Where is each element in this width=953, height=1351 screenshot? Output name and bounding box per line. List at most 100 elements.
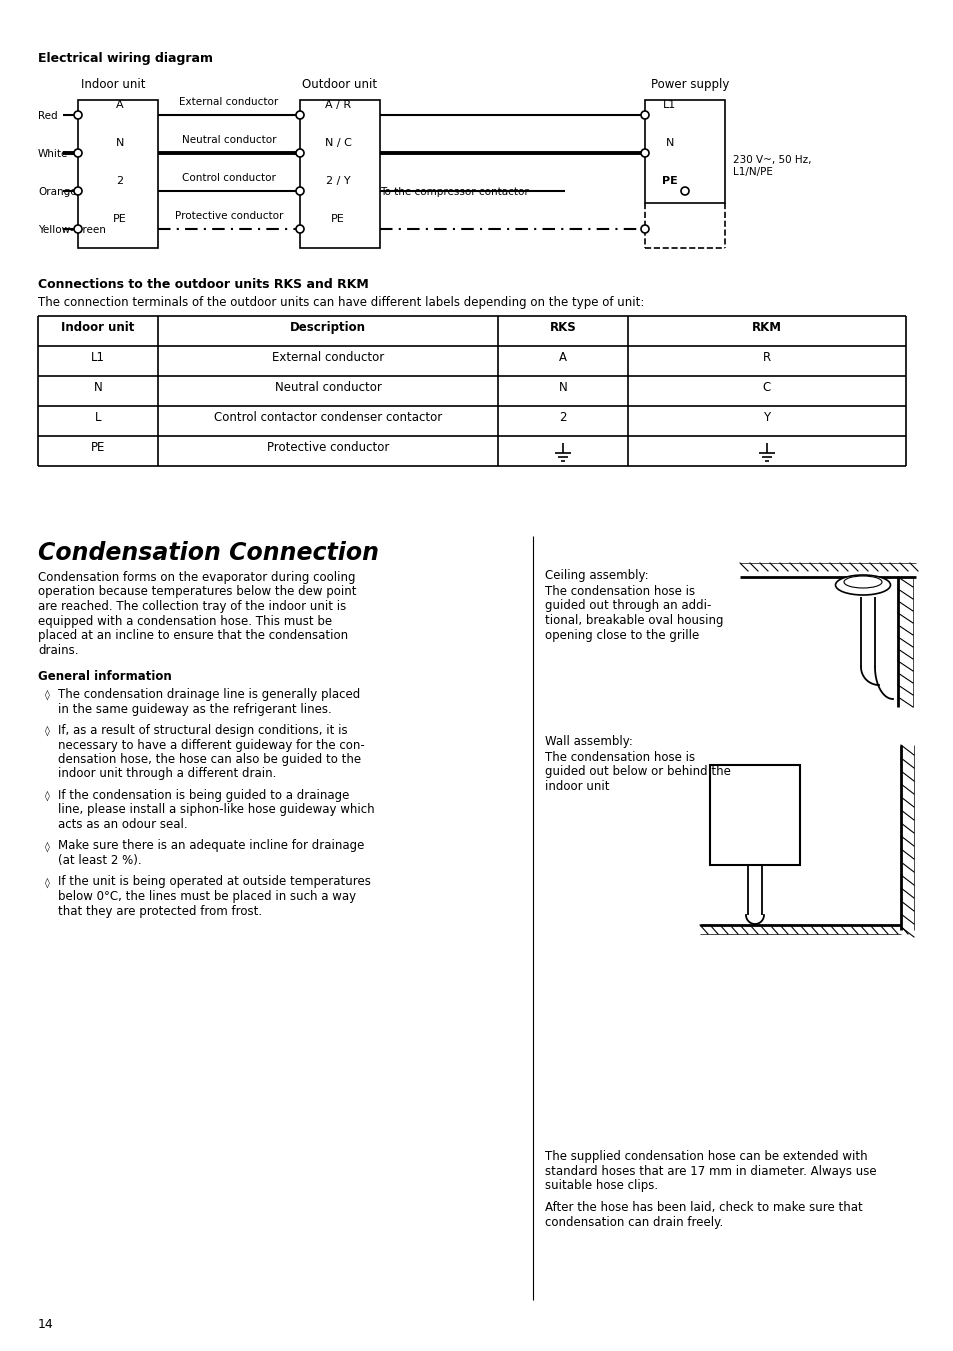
Text: 2: 2 bbox=[558, 411, 566, 424]
Text: Indoor unit: Indoor unit bbox=[81, 78, 145, 91]
Circle shape bbox=[74, 149, 82, 157]
Text: ◊: ◊ bbox=[45, 878, 50, 888]
Text: PE: PE bbox=[661, 176, 678, 186]
Bar bbox=[709, 765, 800, 865]
Bar bbox=[644, 100, 724, 203]
Text: L1: L1 bbox=[662, 100, 676, 109]
Circle shape bbox=[295, 226, 304, 232]
Text: Connections to the outdoor units RKS and RKM: Connections to the outdoor units RKS and… bbox=[38, 278, 369, 290]
Text: are reached. The collection tray of the indoor unit is: are reached. The collection tray of the … bbox=[38, 600, 346, 613]
Text: L: L bbox=[94, 411, 101, 424]
Circle shape bbox=[295, 111, 304, 119]
Text: Make sure there is an adequate incline for drainage: Make sure there is an adequate incline f… bbox=[58, 839, 364, 852]
Text: Neutral conductor: Neutral conductor bbox=[182, 135, 276, 145]
Text: R: R bbox=[762, 351, 770, 363]
Text: necessary to have a different guideway for the con-: necessary to have a different guideway f… bbox=[58, 739, 364, 751]
Text: N: N bbox=[93, 381, 102, 394]
Text: standard hoses that are 17 mm in diameter. Always use: standard hoses that are 17 mm in diamete… bbox=[544, 1165, 876, 1178]
Text: External conductor: External conductor bbox=[179, 97, 278, 107]
Text: Ceiling assembly:: Ceiling assembly: bbox=[544, 569, 648, 582]
Text: Indoor unit: Indoor unit bbox=[61, 322, 134, 334]
Text: Control contactor condenser contactor: Control contactor condenser contactor bbox=[213, 411, 441, 424]
Text: suitable hose clips.: suitable hose clips. bbox=[544, 1179, 658, 1192]
Text: 14: 14 bbox=[38, 1319, 53, 1331]
Text: The supplied condensation hose can be extended with: The supplied condensation hose can be ex… bbox=[544, 1150, 866, 1163]
Ellipse shape bbox=[835, 576, 889, 594]
Text: acts as an odour seal.: acts as an odour seal. bbox=[58, 817, 188, 831]
Text: N: N bbox=[115, 138, 124, 149]
Text: Yellow-Green: Yellow-Green bbox=[38, 226, 106, 235]
Text: Control conductor: Control conductor bbox=[182, 173, 275, 182]
Circle shape bbox=[640, 149, 648, 157]
Text: To the compressor contactor: To the compressor contactor bbox=[379, 186, 528, 197]
Text: PE: PE bbox=[91, 440, 105, 454]
Text: PE: PE bbox=[331, 213, 345, 224]
Circle shape bbox=[295, 186, 304, 195]
Text: General information: General information bbox=[38, 670, 172, 684]
Text: tional, breakable oval housing: tional, breakable oval housing bbox=[544, 613, 722, 627]
Text: Power supply: Power supply bbox=[650, 78, 728, 91]
Text: The condensation drainage line is generally placed: The condensation drainage line is genera… bbox=[58, 688, 360, 701]
Text: guided out below or behind the: guided out below or behind the bbox=[544, 766, 730, 778]
Text: Description: Description bbox=[290, 322, 366, 334]
Circle shape bbox=[640, 226, 648, 232]
Text: 2: 2 bbox=[116, 176, 124, 186]
Circle shape bbox=[640, 111, 648, 119]
Text: 230 V~, 50 Hz,
L1/N/PE: 230 V~, 50 Hz, L1/N/PE bbox=[732, 155, 811, 177]
Text: ◊: ◊ bbox=[45, 842, 50, 852]
Text: operation because temperatures below the dew point: operation because temperatures below the… bbox=[38, 585, 356, 598]
Text: White: White bbox=[38, 149, 69, 159]
Text: The condensation hose is: The condensation hose is bbox=[544, 585, 695, 598]
Text: densation hose, the hose can also be guided to the: densation hose, the hose can also be gui… bbox=[58, 753, 361, 766]
Text: C: C bbox=[762, 381, 770, 394]
Text: Condensation Connection: Condensation Connection bbox=[38, 540, 378, 565]
Text: guided out through an addi-: guided out through an addi- bbox=[544, 600, 711, 612]
Text: equipped with a condensation hose. This must be: equipped with a condensation hose. This … bbox=[38, 615, 332, 627]
Text: opening close to the grille: opening close to the grille bbox=[544, 628, 699, 642]
Circle shape bbox=[74, 186, 82, 195]
Circle shape bbox=[74, 111, 82, 119]
Text: A / R: A / R bbox=[325, 100, 351, 109]
Text: indoor unit through a different drain.: indoor unit through a different drain. bbox=[58, 767, 276, 781]
Circle shape bbox=[295, 149, 304, 157]
Text: RKS: RKS bbox=[549, 322, 576, 334]
Text: If the condensation is being guided to a drainage: If the condensation is being guided to a… bbox=[58, 789, 349, 802]
Text: If, as a result of structural design conditions, it is: If, as a result of structural design con… bbox=[58, 724, 347, 738]
Text: Condensation forms on the evaporator during cooling: Condensation forms on the evaporator dur… bbox=[38, 571, 355, 584]
Text: below 0°C, the lines must be placed in such a way: below 0°C, the lines must be placed in s… bbox=[58, 890, 355, 902]
Text: The connection terminals of the outdoor units can have different labels dependin: The connection terminals of the outdoor … bbox=[38, 296, 643, 309]
Text: indoor unit: indoor unit bbox=[544, 780, 609, 793]
Text: N: N bbox=[558, 381, 567, 394]
Text: A: A bbox=[116, 100, 124, 109]
Text: If the unit is being operated at outside temperatures: If the unit is being operated at outside… bbox=[58, 875, 371, 889]
Text: After the hose has been laid, check to make sure that: After the hose has been laid, check to m… bbox=[544, 1201, 862, 1215]
Text: L1: L1 bbox=[91, 351, 105, 363]
Text: (at least 2 %).: (at least 2 %). bbox=[58, 854, 141, 867]
Text: Orange: Orange bbox=[38, 186, 76, 197]
Bar bbox=[299, 100, 379, 249]
Text: line, please install a siphon-like hose guideway which: line, please install a siphon-like hose … bbox=[58, 804, 375, 816]
Circle shape bbox=[680, 186, 688, 195]
Text: The condensation hose is: The condensation hose is bbox=[544, 751, 695, 765]
Text: drains.: drains. bbox=[38, 643, 78, 657]
Text: Y: Y bbox=[762, 411, 770, 424]
Text: in the same guideway as the refrigerant lines.: in the same guideway as the refrigerant … bbox=[58, 703, 332, 716]
Bar bbox=[78, 100, 158, 249]
Text: 2 / Y: 2 / Y bbox=[325, 176, 350, 186]
Text: Protective conductor: Protective conductor bbox=[174, 211, 283, 222]
Text: ◊: ◊ bbox=[45, 725, 50, 736]
Text: ◊: ◊ bbox=[45, 790, 50, 801]
Text: Wall assembly:: Wall assembly: bbox=[544, 735, 632, 748]
Text: that they are protected from frost.: that they are protected from frost. bbox=[58, 905, 262, 917]
Text: Outdoor unit: Outdoor unit bbox=[302, 78, 377, 91]
Text: Protective conductor: Protective conductor bbox=[267, 440, 389, 454]
Text: Red: Red bbox=[38, 111, 57, 122]
Text: RKM: RKM bbox=[751, 322, 781, 334]
Text: N: N bbox=[665, 138, 674, 149]
Text: condensation can drain freely.: condensation can drain freely. bbox=[544, 1216, 722, 1229]
Text: PE: PE bbox=[113, 213, 127, 224]
Text: Neutral conductor: Neutral conductor bbox=[274, 381, 381, 394]
Circle shape bbox=[74, 226, 82, 232]
Text: ◊: ◊ bbox=[45, 690, 50, 700]
Text: External conductor: External conductor bbox=[272, 351, 384, 363]
